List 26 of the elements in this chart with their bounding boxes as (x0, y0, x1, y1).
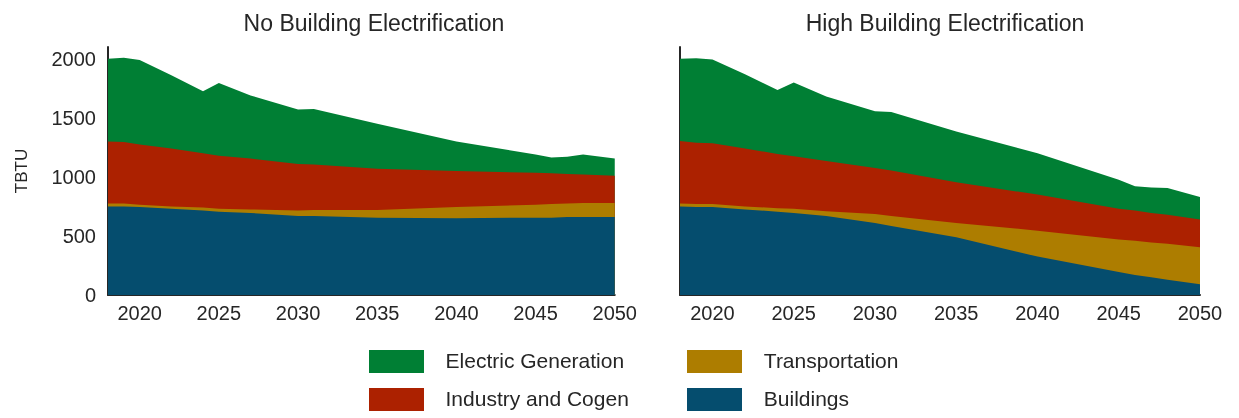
x-tick-label: 2040 (1015, 302, 1060, 324)
x-tick-label: 2020 (690, 302, 735, 324)
chart-title: High Building Electrification (805, 9, 1085, 36)
x-tick-label: 2030 (852, 302, 898, 324)
x-tick-label: 2025 (771, 302, 816, 324)
x-tick-label: 2050 (592, 302, 637, 324)
y-tick-label: 0 (84, 284, 96, 306)
y-tick-label: 1000 (51, 165, 96, 188)
legend-label: Industry and Cogen (445, 387, 629, 411)
x-tick-label: 2035 (934, 302, 979, 324)
x-tick-label: 2030 (275, 302, 321, 324)
x-tick-label: 2025 (196, 302, 242, 324)
x-tick-label: 2045 (513, 302, 558, 324)
y-tick-label: 500 (62, 224, 96, 247)
y-axis-title: TBTU (12, 148, 31, 194)
x-tick-label: 2035 (354, 302, 400, 324)
x-tick-label: 2045 (1096, 302, 1141, 324)
x-tick-label: 2050 (1177, 302, 1223, 324)
chart-title: No Building Electrification (243, 9, 505, 36)
x-tick-label: 2020 (117, 302, 162, 324)
y-tick-label: 2000 (51, 47, 96, 70)
legend-label: Transportation (763, 349, 899, 373)
legend-label: Electric Generation (445, 349, 625, 373)
legend-label: Buildings (763, 387, 850, 411)
y-tick-label: 1500 (51, 106, 96, 129)
x-tick-label: 2040 (434, 302, 479, 324)
